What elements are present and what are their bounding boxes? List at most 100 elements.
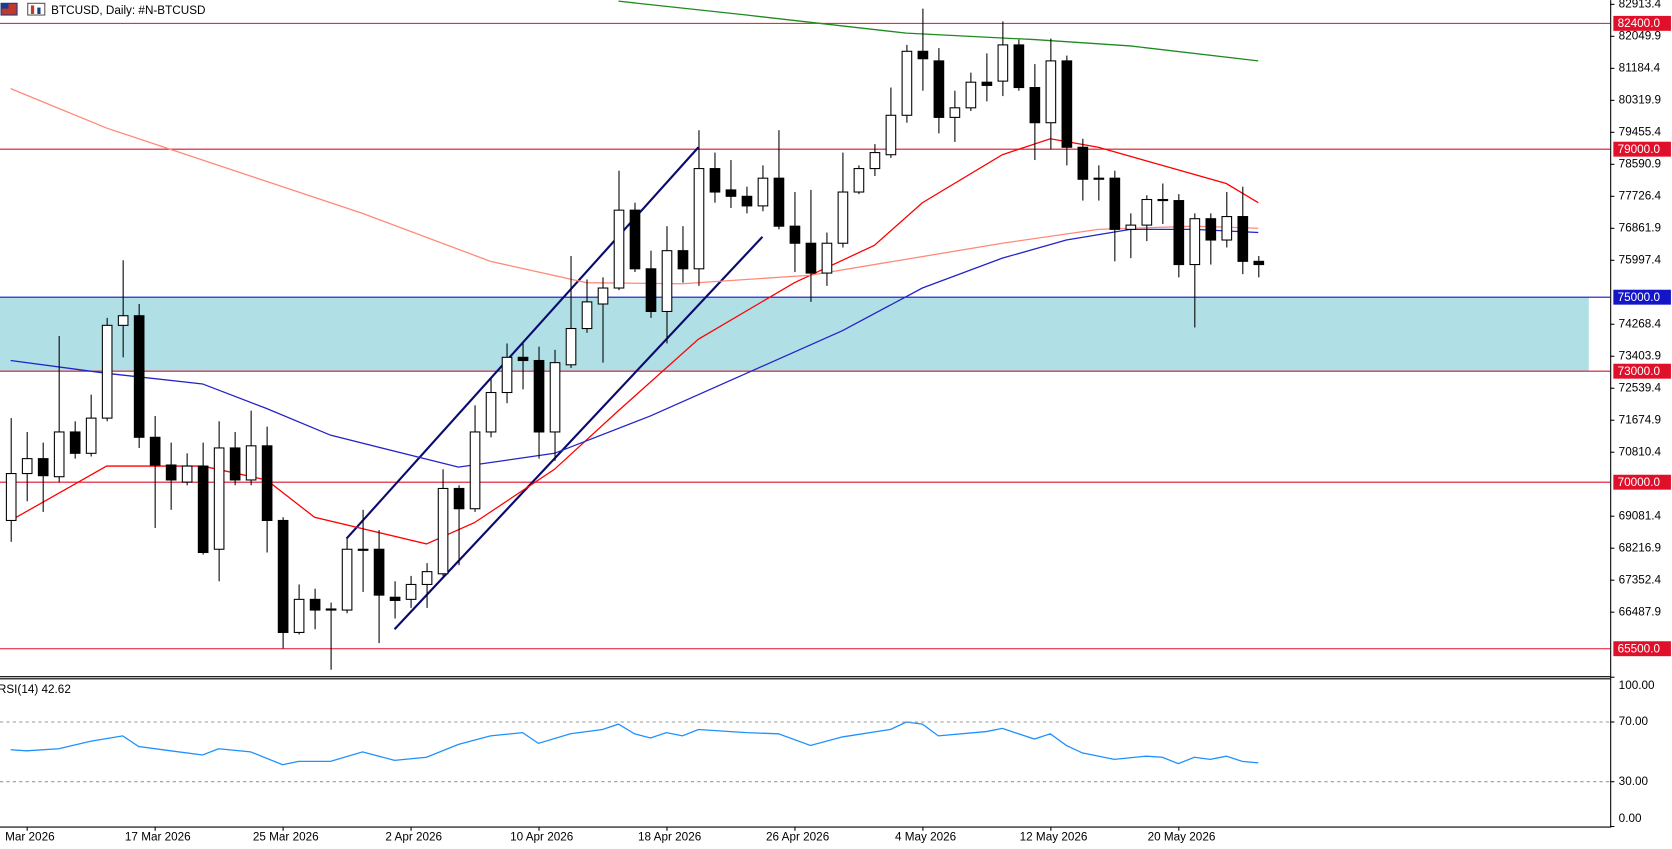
candle-body [437, 487, 449, 575]
chart-icon [27, 2, 46, 16]
level-label-box [1613, 474, 1671, 490]
y-tick-label: 67352.4 [1619, 573, 1662, 586]
levels-layer [0, 22, 1611, 650]
y-tick-label: 75997.4 [1619, 253, 1662, 266]
chart-icon-bar [30, 5, 35, 14]
candle-body [773, 177, 785, 227]
level-label: 79000.0 [1618, 143, 1661, 156]
x-tick-label: 17 Mar 2026 [125, 830, 191, 843]
rsi-title: RSI(14) 42.62 [0, 683, 71, 696]
candle-body [453, 487, 465, 510]
candle-body [869, 152, 881, 170]
y-tick-label: 66487.9 [1619, 605, 1661, 618]
x-tick-label: 10 Apr 2026 [510, 830, 573, 843]
level-label-box [1613, 289, 1671, 305]
level-label-box [1613, 363, 1671, 379]
y-tick-label: 74268.4 [1619, 317, 1662, 330]
y-tick-label: 73403.9 [1619, 349, 1661, 362]
zone [0, 297, 1589, 372]
candle-body [885, 114, 897, 156]
candle-body [933, 60, 945, 118]
candle-body [197, 465, 209, 554]
candle-body [1061, 60, 1073, 148]
candle-body [149, 436, 161, 466]
candle-body [69, 431, 81, 454]
candle-body [101, 324, 113, 419]
candle-body [1205, 218, 1217, 241]
candle-body [245, 445, 257, 481]
y-tick-label: 71674.9 [1619, 413, 1661, 426]
candle-body [421, 571, 433, 585]
candle-body [917, 50, 929, 60]
candle-body [1157, 198, 1169, 202]
candle-body [1141, 198, 1153, 226]
candle-body [741, 195, 753, 207]
candle-body [853, 168, 865, 193]
candle-body [1109, 177, 1121, 230]
candle-body [21, 458, 33, 475]
candle-body [1237, 216, 1249, 262]
channel-lower [393, 236, 764, 630]
level-label: 73000.0 [1618, 365, 1661, 378]
x-tick-label: 4 May 2026 [895, 830, 956, 843]
y-tick-label: 0.00 [1619, 812, 1642, 825]
candle-body [165, 464, 177, 481]
candle-body [629, 209, 641, 270]
candle-body [693, 168, 705, 270]
candle-body [757, 177, 769, 207]
candle-body [1013, 44, 1025, 89]
y-tick-label: 70810.4 [1619, 445, 1662, 458]
level-label: 75000.0 [1618, 291, 1661, 304]
candle-body [5, 473, 17, 522]
y-tick-label: 76861.9 [1619, 221, 1661, 234]
x-tick-label: 20 May 2026 [1148, 830, 1216, 843]
candle-body [325, 608, 337, 611]
candle-body [821, 242, 833, 274]
candle-body [1253, 260, 1265, 266]
y-tick-label: 78590.9 [1619, 157, 1661, 170]
candle-body [997, 44, 1009, 82]
candle-body [117, 315, 129, 326]
candle-body [357, 548, 369, 551]
candle-body [677, 250, 689, 270]
candle-body [565, 327, 577, 366]
candle-body [1093, 177, 1105, 180]
candle-body [277, 519, 289, 633]
candle-body [469, 431, 481, 510]
candles-layer [5, 8, 1265, 670]
candle-body [229, 447, 241, 481]
candle-body [85, 417, 97, 454]
candle-body [1125, 224, 1137, 230]
y-tick-label: 69081.4 [1619, 509, 1662, 522]
candle-body [725, 189, 737, 197]
candle-body [837, 191, 849, 244]
flag-icon-part [1, 3, 9, 9]
candle-body [389, 596, 401, 601]
moving-average [10, 228, 1259, 468]
candle-body [181, 465, 193, 483]
x-tick-label: Mar 2026 [5, 830, 55, 843]
chart-icon-bar [37, 7, 41, 14]
candle-body [261, 445, 273, 522]
x-tick-label: 2 Apr 2026 [385, 830, 442, 843]
level-label: 65500.0 [1618, 642, 1661, 655]
candle-body [517, 356, 529, 362]
y-tick-label: 82913.4 [1619, 0, 1662, 10]
x-tick-label: 12 May 2026 [1020, 830, 1088, 843]
candle-body [645, 268, 657, 313]
candle-body [1045, 60, 1057, 124]
candle-body [1189, 218, 1201, 266]
candle-body [581, 301, 593, 330]
y-tick-label: 79455.4 [1619, 125, 1662, 138]
symbol-icons [0, 2, 46, 16]
candle-body [501, 356, 513, 394]
chart-title: BTCUSD, Daily: #N-BTCUSD [51, 4, 205, 17]
candle-body [613, 209, 625, 289]
candle-body [1173, 200, 1185, 266]
flag-icon [0, 2, 18, 16]
y-tick-label: 81184.4 [1619, 61, 1661, 74]
candle-body [341, 548, 353, 611]
x-tick-label: 25 Mar 2026 [253, 830, 319, 843]
